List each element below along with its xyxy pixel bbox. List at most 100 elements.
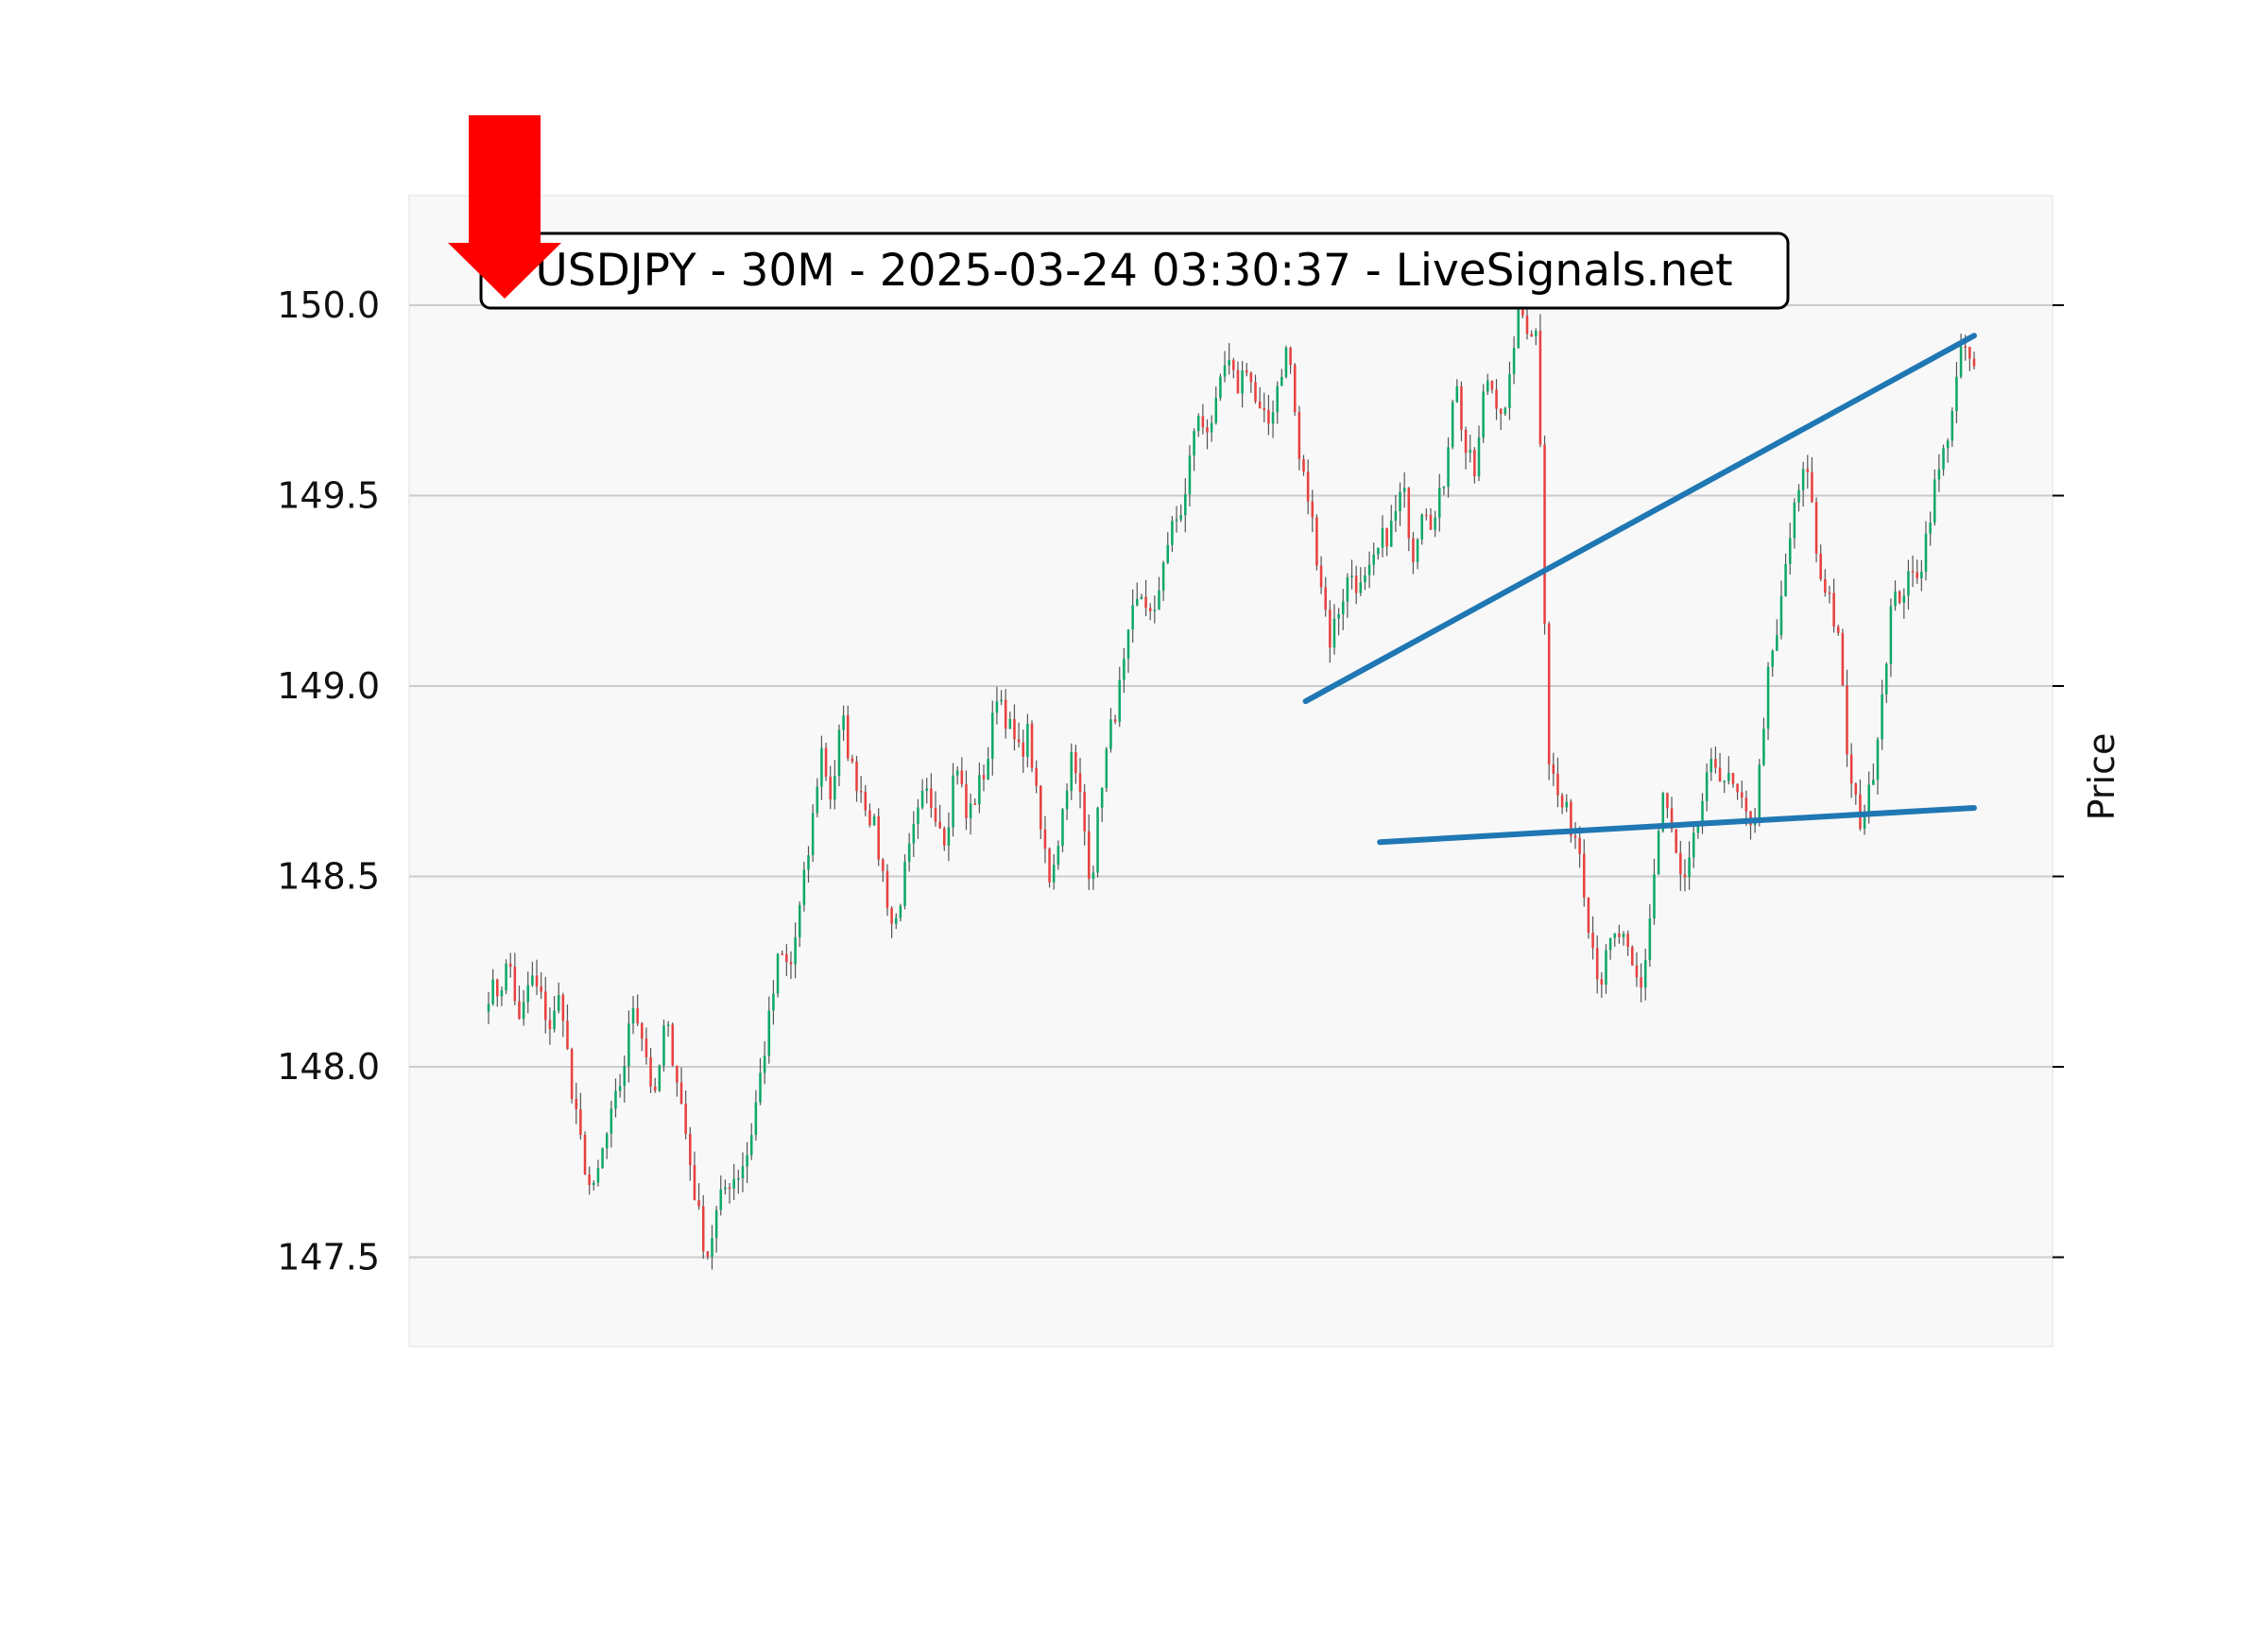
candle-body: [1696, 825, 1700, 833]
candle-body: [540, 986, 542, 992]
candle-body: [1161, 562, 1165, 591]
candle-body: [811, 813, 815, 856]
candle-body: [1771, 650, 1774, 667]
candle-body: [1920, 572, 1923, 578]
candle-body: [767, 1010, 771, 1056]
candle-body: [1324, 587, 1327, 610]
candle-body: [1608, 937, 1612, 951]
candle-body: [942, 828, 946, 846]
candle-body: [689, 1134, 692, 1166]
candle-body: [1486, 380, 1489, 392]
candle-body: [1968, 346, 1971, 359]
candle-body: [614, 1090, 617, 1109]
candle-body: [1648, 918, 1652, 961]
candle-body: [1832, 592, 1835, 627]
candle-body: [1385, 528, 1388, 547]
candle-body: [531, 975, 534, 986]
candle-body: [644, 1038, 648, 1057]
candle-body: [1074, 751, 1077, 774]
candle-body: [1179, 515, 1182, 520]
candle-body: [903, 862, 906, 906]
candle-body: [1022, 742, 1025, 757]
candle-body: [772, 993, 775, 1011]
candle-body: [1367, 564, 1371, 575]
candle-body: [1946, 440, 1950, 449]
candle-body: [487, 1004, 490, 1012]
candle-body: [1605, 950, 1607, 986]
candle-body: [1284, 347, 1288, 377]
candle-body: [789, 962, 793, 965]
candle-body: [1311, 501, 1314, 518]
candle-body: [1354, 575, 1358, 593]
candle-body: [741, 1166, 745, 1178]
candle-body: [990, 712, 994, 760]
candle-body: [1241, 369, 1244, 394]
candle-body: [1508, 373, 1511, 408]
candle-body: [1460, 386, 1463, 430]
trend-line-upper: [1302, 333, 1977, 705]
candle-body: [1350, 575, 1353, 577]
candle-body: [1801, 469, 1805, 490]
candle-body: [1552, 764, 1555, 774]
candle-body: [1814, 502, 1818, 554]
candle-body: [1849, 754, 1853, 784]
candle-body: [1302, 458, 1305, 472]
candle-body: [1346, 576, 1349, 602]
candle-body: [1661, 793, 1665, 832]
candle-body: [1670, 808, 1674, 830]
candle-body: [522, 1002, 525, 1020]
candle-body: [1793, 502, 1796, 539]
candle-body: [1140, 596, 1143, 599]
candle-body: [1271, 412, 1275, 424]
candle-body: [1889, 606, 1893, 664]
candle-body: [1249, 372, 1253, 383]
candle-body: [846, 715, 850, 759]
candle-body: [711, 1238, 713, 1257]
candle-body: [1666, 793, 1669, 809]
candle-body: [877, 815, 880, 860]
candle-body: [631, 1007, 635, 1024]
candle-body: [1841, 632, 1845, 686]
candle-body: [1762, 729, 1765, 765]
y-tick-label: 150.0: [277, 284, 380, 326]
candle-body: [1070, 751, 1074, 791]
candle-body: [544, 991, 547, 1021]
candle-body: [1701, 800, 1704, 826]
candle-body: [491, 979, 494, 1004]
candle-body: [1434, 517, 1436, 530]
candle-body: [1779, 595, 1783, 636]
candle-body: [1894, 591, 1897, 607]
candle-body: [1425, 514, 1428, 517]
candle-body: [882, 859, 885, 871]
candle-body: [1017, 739, 1021, 743]
candle-body: [1319, 565, 1323, 588]
candle-body: [566, 1021, 569, 1050]
candle-body: [1158, 590, 1160, 610]
candle-body: [1911, 571, 1915, 573]
candle-body: [952, 775, 954, 828]
candle-body: [1714, 759, 1717, 768]
candle-body: [1867, 784, 1870, 813]
candle-body: [925, 788, 928, 791]
candle-body: [1193, 431, 1195, 456]
candle-body: [894, 918, 898, 924]
y-tick-label: 147.5: [277, 1237, 380, 1278]
candle-body: [1136, 598, 1139, 606]
candle-body: [593, 1182, 595, 1186]
candle-body: [1503, 407, 1507, 415]
candle-body: [1065, 790, 1069, 810]
candle-body: [1332, 618, 1336, 648]
candle-body: [920, 790, 924, 808]
candle-body: [1293, 365, 1297, 413]
candle-body: [1907, 571, 1910, 596]
candle-body: [987, 759, 989, 780]
candle-body: [1389, 521, 1393, 547]
candle-body: [1123, 659, 1125, 680]
candle-body: [1171, 521, 1174, 545]
candle-body: [1710, 759, 1713, 773]
candle-body: [601, 1148, 604, 1169]
candle-body: [1640, 977, 1642, 988]
y-axis-ticks: 147.5 148.0 148.5 149.0 149.5 150.0: [277, 284, 2064, 1278]
candle-body: [1828, 592, 1831, 594]
candle-body: [1881, 694, 1883, 740]
